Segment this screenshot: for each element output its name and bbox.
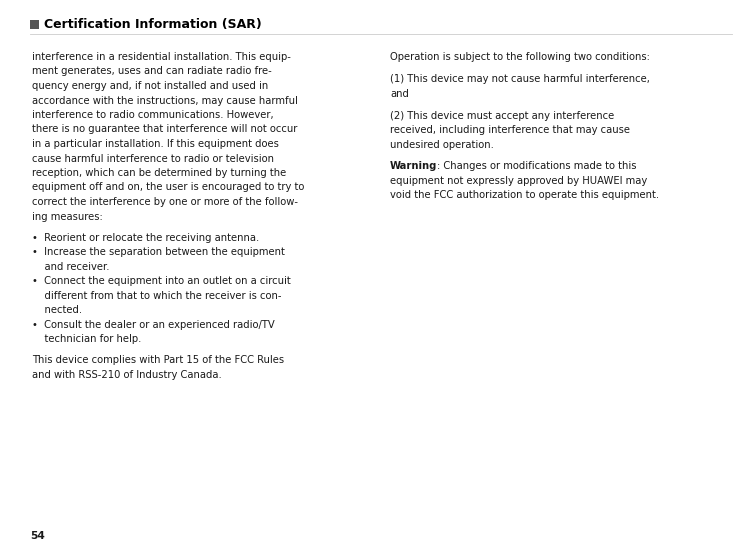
Text: quency energy and, if not installed and used in: quency energy and, if not installed and … [32,81,268,91]
Text: different from that to which the receiver is con-: different from that to which the receive… [32,290,281,300]
Text: •  Reorient or relocate the receiving antenna.: • Reorient or relocate the receiving ant… [32,232,259,243]
Text: technician for help.: technician for help. [32,334,141,344]
Text: ing measures:: ing measures: [32,211,103,222]
Text: interference in a residential installation. This equip-: interference in a residential installati… [32,52,291,62]
Text: ment generates, uses and can radiate radio fre-: ment generates, uses and can radiate rad… [32,66,271,76]
Text: equipment not expressly approved by HUAWEI may: equipment not expressly approved by HUAW… [390,176,647,186]
Text: nected.: nected. [32,305,82,315]
Text: reception, which can be determined by turning the: reception, which can be determined by tu… [32,168,287,178]
Text: accordance with the instructions, may cause harmful: accordance with the instructions, may ca… [32,96,298,106]
Text: •  Increase the separation between the equipment: • Increase the separation between the eq… [32,247,285,257]
Text: Operation is subject to the following two conditions:: Operation is subject to the following tw… [390,52,650,62]
Text: and with RSS-210 of Industry Canada.: and with RSS-210 of Industry Canada. [32,369,222,379]
Text: cause harmful interference to radio or television: cause harmful interference to radio or t… [32,154,274,164]
Text: •  Connect the equipment into an outlet on a circuit: • Connect the equipment into an outlet o… [32,276,291,286]
Text: void the FCC authorization to operate this equipment.: void the FCC authorization to operate th… [390,190,659,201]
Text: received, including interference that may cause: received, including interference that ma… [390,125,630,135]
Text: (2) This device must accept any interference: (2) This device must accept any interfer… [390,111,614,121]
Text: correct the interference by one or more of the follow-: correct the interference by one or more … [32,197,298,207]
Text: interference to radio communications. However,: interference to radio communications. Ho… [32,110,274,120]
Text: 54: 54 [30,531,45,541]
Text: and: and [390,89,409,99]
Text: •  Consult the dealer or an experienced radio/TV: • Consult the dealer or an experienced r… [32,320,274,330]
Text: : Changes or modifications made to this: : Changes or modifications made to this [438,161,637,171]
Bar [30,20,39,29]
Text: there is no guarantee that interference will not occur: there is no guarantee that interference … [32,124,297,134]
Text: and receiver.: and receiver. [32,262,110,272]
Text: Warning: Warning [390,161,438,171]
Text: Certification Information (SAR): Certification Information (SAR) [44,18,262,31]
Text: in a particular installation. If this equipment does: in a particular installation. If this eq… [32,139,279,149]
Text: This device complies with Part 15 of the FCC Rules: This device complies with Part 15 of the… [32,355,284,365]
Text: (1) This device may not cause harmful interference,: (1) This device may not cause harmful in… [390,75,650,85]
Text: equipment off and on, the user is encouraged to try to: equipment off and on, the user is encour… [32,182,305,192]
Text: undesired operation.: undesired operation. [390,140,494,150]
